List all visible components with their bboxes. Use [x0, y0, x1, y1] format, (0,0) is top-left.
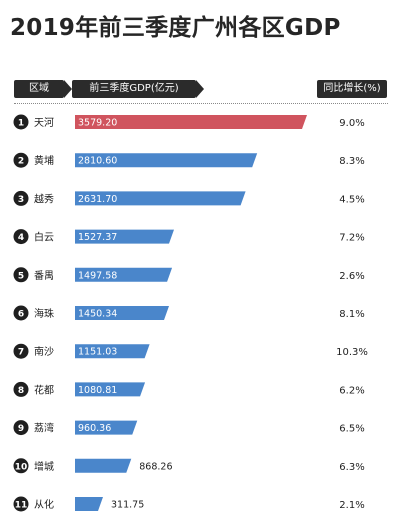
region-header-arrow: [64, 80, 72, 98]
district-name: 番禺: [34, 270, 54, 282]
rank-number: 1: [18, 119, 24, 129]
rank-number: 10: [15, 462, 28, 472]
growth-value-label: 9.0%: [339, 118, 364, 129]
gdp-bar: [75, 229, 175, 244]
gdp-bar: [75, 306, 170, 320]
gdp-value-label: 1450.34: [78, 309, 117, 320]
rank-badge: [13, 229, 29, 245]
gdp-bar: [75, 115, 307, 129]
rank-badge: [13, 267, 29, 283]
growth-value-label: 7.2%: [339, 233, 364, 244]
gdp-column-header: 前三季度GDP(亿元): [72, 80, 196, 98]
district-name: 从化: [34, 498, 54, 511]
header-divider: [14, 103, 388, 104]
gdp-bar: [75, 497, 103, 511]
growth-value-label: 2.6%: [339, 271, 364, 282]
gdp-value-label: 1527.37: [78, 232, 117, 243]
district-name: 增城: [34, 460, 54, 473]
rank-badge: [13, 420, 29, 436]
rank-badge: [13, 114, 29, 130]
growth-value-label: 6.2%: [339, 385, 364, 396]
growth-value-label: 8.3%: [339, 156, 364, 167]
rank-number: 6: [18, 310, 24, 320]
district-name: 天河: [34, 117, 54, 129]
rank-number: 4: [18, 233, 24, 243]
district-name: 越秀: [34, 192, 54, 205]
rank-badge: [13, 381, 29, 397]
gdp-bar: [75, 191, 246, 206]
gdp-bar: [75, 458, 132, 473]
rank-number: 2: [18, 157, 24, 167]
district-name: 海珠: [34, 307, 54, 320]
rank-badge: [13, 458, 29, 474]
district-name: 南沙: [34, 345, 54, 358]
growth-value-label: 8.1%: [339, 309, 364, 320]
gdp-bar: [75, 420, 138, 435]
district-name: 白云: [34, 231, 54, 244]
chart-title: 2019年前三季度广州各区GDP: [10, 15, 341, 41]
district-name: 花都: [34, 383, 54, 396]
rank-number: 8: [18, 386, 24, 396]
rank-number: 7: [18, 348, 24, 358]
growth-value-label: 2.1%: [339, 500, 364, 511]
rank-badge: [13, 152, 29, 168]
district-name: 黄埔: [34, 154, 54, 167]
gdp-bar: [75, 344, 150, 359]
gdp-value-label: 311.75: [111, 500, 144, 511]
district-name: 荔湾: [34, 422, 54, 435]
growth-column-header: 同比增长(%): [317, 80, 387, 98]
rank-badge: [13, 496, 29, 512]
gdp-value-label: 1151.03: [78, 347, 117, 358]
gdp-bar: [75, 267, 173, 282]
rank-badge: [13, 305, 29, 321]
rank-number: 9: [18, 424, 24, 434]
gdp-bar: [75, 153, 258, 168]
growth-value-label: 6.3%: [339, 462, 364, 473]
gdp-value-label: 868.26: [139, 461, 172, 472]
rank-number: 5: [18, 271, 24, 281]
gdp-value-label: 2810.60: [78, 156, 117, 167]
region-column-header: 区域: [14, 80, 64, 98]
rank-number: 11: [15, 501, 28, 511]
gdp-value-label: 2631.70: [78, 194, 117, 205]
growth-value-label: 10.3%: [336, 347, 368, 358]
gdp-value-label: 3579.20: [78, 118, 117, 129]
gdp-bar: [75, 382, 146, 397]
gdp-value-label: 1497.58: [78, 270, 117, 281]
growth-value-label: 6.5%: [339, 424, 364, 435]
rank-badge: [13, 190, 29, 206]
gdp-value-label: 960.36: [78, 423, 111, 434]
growth-value-label: 4.5%: [339, 194, 364, 205]
gdp-header-arrow: [196, 80, 204, 98]
gdp-value-label: 1080.81: [78, 385, 117, 396]
rank-number: 3: [18, 195, 24, 205]
rank-badge: [13, 343, 29, 359]
